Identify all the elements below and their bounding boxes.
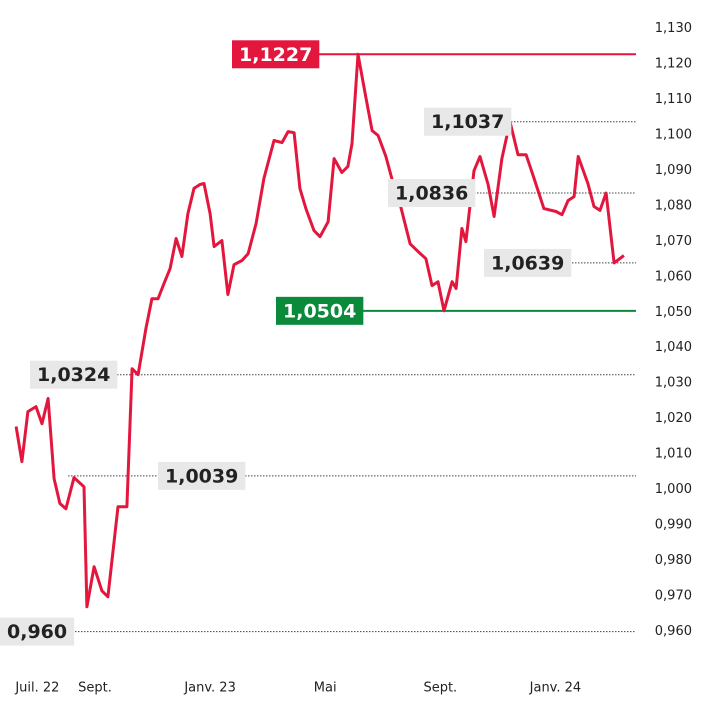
y-tick-label: 1,090	[655, 163, 692, 178]
y-tick-label: 1,010	[655, 447, 692, 462]
y-tick-label: 1,050	[655, 305, 692, 320]
y-tick-label: 0,970	[655, 589, 692, 604]
annotation-label: 1,0639	[491, 252, 564, 274]
y-tick-label: 1,000	[655, 482, 692, 497]
annotation-label: 0,960	[7, 621, 67, 643]
x-tick-label: Mai	[314, 681, 337, 696]
x-tick-label: Janv. 23	[183, 681, 236, 696]
y-tick-label: 1,080	[655, 198, 692, 213]
x-tick-label: Sept.	[78, 681, 112, 696]
y-tick-label: 1,120	[655, 56, 692, 71]
y-tick-label: 1,100	[655, 127, 692, 142]
annotation-box	[30, 360, 118, 389]
y-tick-label: 1,020	[655, 411, 692, 426]
annotation-box	[276, 296, 364, 325]
x-tick-label: Sept.	[423, 681, 457, 696]
annotation-label: 1,1227	[239, 44, 312, 66]
y-tick-label: 0,990	[655, 518, 692, 533]
annotation-label: 1,0504	[283, 300, 356, 322]
annotation-box	[0, 617, 75, 646]
annotation-label: 1,0039	[165, 465, 238, 487]
y-tick-label: 1,130	[655, 21, 692, 36]
x-tick-label: Juil. 22	[14, 681, 59, 696]
y-tick-label: 0,980	[655, 553, 692, 568]
y-tick-label: 1,110	[655, 92, 692, 107]
annotation-label: 1,0324	[37, 364, 110, 386]
line-series	[14, 52, 625, 609]
y-tick-label: 0,960	[655, 624, 692, 639]
y-tick-label: 1,060	[655, 269, 692, 284]
y-tick-label: 1,070	[655, 234, 692, 249]
annotation-box	[158, 461, 246, 490]
y-tick-label: 1,040	[655, 340, 692, 355]
annotation-box	[424, 107, 512, 136]
annotation-box	[484, 248, 572, 277]
annotation-label: 1,1037	[431, 111, 504, 133]
annotation-box	[388, 179, 476, 208]
y-tick-label: 1,030	[655, 376, 692, 391]
x-tick-label: Janv. 24	[529, 681, 582, 696]
annotation-label: 1,0836	[395, 183, 468, 205]
annotation-box	[232, 40, 320, 69]
